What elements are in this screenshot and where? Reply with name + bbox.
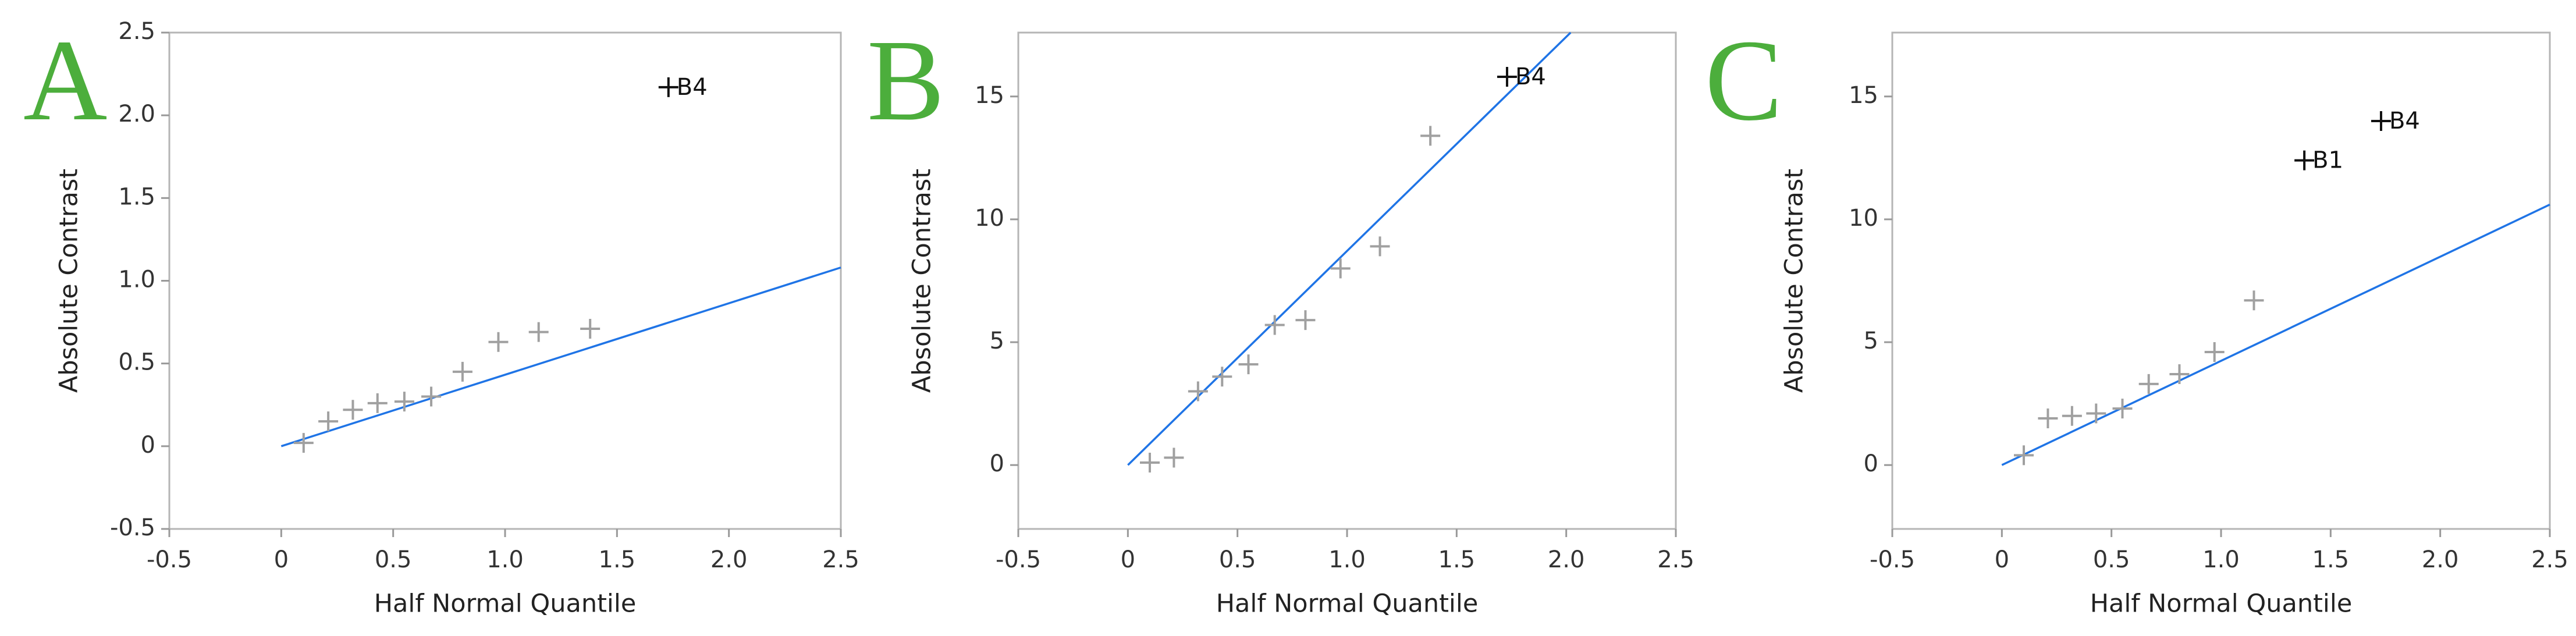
x-tick-label: 1.0	[486, 546, 524, 573]
data-point	[421, 386, 442, 407]
y-tick-label: 1.5	[118, 183, 155, 210]
data-point	[1497, 67, 1517, 87]
x-tick-label: 1.5	[1438, 546, 1476, 573]
x-tick-label: 2.5	[2531, 546, 2568, 573]
data-point	[1330, 258, 1351, 279]
data-point	[488, 332, 509, 352]
plot-frame	[1891, 31, 2551, 530]
y-axis-title: Absolute Contrast	[908, 169, 937, 393]
data-point	[528, 322, 549, 342]
x-tick-label: 0	[1121, 546, 1135, 573]
y-tick-label: 0	[990, 450, 1004, 477]
y-tick-label: 0	[1864, 450, 1878, 477]
y-tick-label: 2.5	[118, 18, 155, 45]
y-tick-label: 5	[990, 328, 1004, 354]
y-tick-label: -0.5	[110, 514, 155, 541]
x-tick-label: 1.5	[2312, 546, 2350, 573]
x-tick-label: 2.0	[2422, 546, 2459, 573]
data-point	[2014, 445, 2034, 466]
data-point	[293, 433, 314, 453]
y-tick-label: 0	[141, 432, 155, 459]
data-point	[1238, 354, 1259, 375]
data-point	[452, 361, 472, 382]
x-tick-label: 1.0	[2202, 546, 2240, 573]
y-axis-title: Absolute Contrast	[1780, 169, 1809, 393]
y-tick-label: 10	[1849, 205, 1878, 232]
x-tick-label: 2.5	[1657, 546, 1694, 573]
panel: C -0.5 0 0.5 1.0 1.5 2.0 2.5 0 5 10 15 Half Normal Q…	[1705, 16, 2568, 619]
x-tick-label: 1.5	[599, 546, 636, 573]
data-point	[2038, 408, 2058, 428]
x-tick-label: 2.0	[710, 546, 748, 573]
point-label: B1	[2312, 147, 2343, 174]
x-axis-title: Half Normal Quantile	[1216, 589, 1479, 619]
x-tick-label: 2.5	[822, 546, 859, 573]
panel-label: C	[1705, 16, 1782, 145]
data-point	[2086, 403, 2106, 424]
data-point	[2169, 364, 2190, 384]
x-tick-label: 0.5	[2093, 546, 2130, 573]
y-tick-label: 15	[975, 82, 1004, 109]
x-axis-title: Half Normal Quantile	[374, 589, 637, 619]
panel-label: A	[23, 16, 107, 145]
panel: A -0.5 0 0.5 1.0 1.5 2.0 2.5 -0.5 0 0.5 1.0 1.5 2.0 2.…	[23, 16, 859, 619]
data-point	[2062, 406, 2082, 426]
data-point	[367, 393, 388, 413]
data-point	[1370, 236, 1390, 257]
x-tick-label: -0.5	[1870, 546, 1915, 573]
data-point	[2138, 374, 2159, 394]
y-tick-label: 5	[1864, 328, 1878, 354]
reference-line	[2001, 204, 2550, 466]
data-point	[580, 318, 601, 339]
point-label: B4	[677, 74, 708, 101]
x-axis-title: Half Normal Quantile	[2090, 589, 2353, 619]
x-tick-label: -0.5	[147, 546, 192, 573]
plot-frame	[1017, 31, 1677, 530]
y-tick-label: 15	[1849, 82, 1878, 109]
data-point	[1295, 310, 1316, 331]
data-point	[2112, 399, 2133, 419]
data-point	[1264, 315, 1285, 335]
data-point	[1140, 452, 1160, 472]
y-axis-title: Absolute Contrast	[55, 169, 84, 393]
data-point	[2294, 150, 2315, 170]
data-point	[2204, 342, 2225, 362]
data-point	[1164, 447, 1184, 468]
data-point	[2244, 290, 2264, 311]
x-tick-label: 1.0	[1328, 546, 1366, 573]
x-tick-label: 0	[274, 546, 289, 573]
data-point	[1420, 126, 1441, 146]
y-tick-label: 1.0	[118, 267, 155, 293]
x-tick-label: -0.5	[996, 546, 1041, 573]
data-point	[1212, 367, 1232, 387]
data-point	[1188, 381, 1208, 402]
reference-line	[280, 267, 841, 447]
y-tick-label: 10	[975, 205, 1004, 232]
data-point	[658, 77, 678, 97]
panel-label: B	[867, 16, 944, 145]
point-label: B4	[2389, 108, 2420, 134]
plot-frame	[168, 31, 842, 530]
x-tick-label: 0.5	[1219, 546, 1256, 573]
x-tick-label: 2.0	[1548, 546, 1585, 573]
x-tick-label: 0	[1995, 546, 2009, 573]
x-tick-label: 0.5	[375, 546, 412, 573]
panel: B -0.5 0 0.5 1.0 1.5 2.0 2.5 0 5 10 15 Half Normal Q…	[867, 16, 1694, 619]
data-point	[2371, 111, 2391, 132]
data-point	[343, 400, 363, 420]
reference-line	[1127, 31, 1572, 466]
y-tick-label: 0.5	[118, 349, 155, 376]
point-label: B4	[1515, 63, 1546, 90]
data-point	[318, 411, 339, 432]
y-tick-label: 2.0	[118, 101, 155, 127]
data-point	[394, 392, 414, 412]
